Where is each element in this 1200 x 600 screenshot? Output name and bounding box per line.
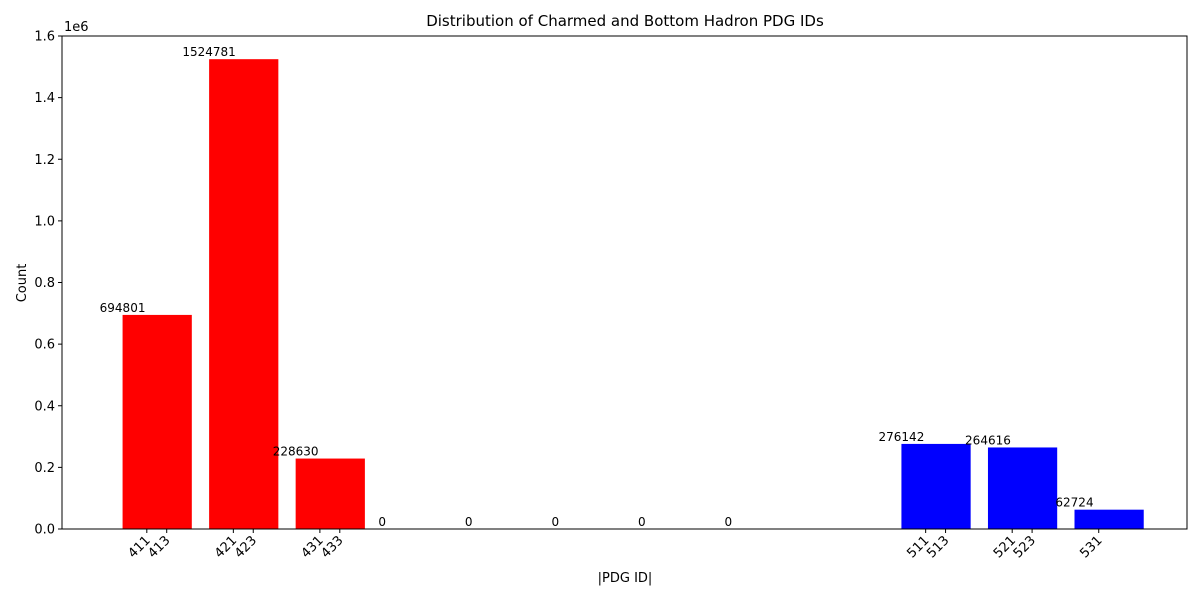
bar xyxy=(901,443,971,529)
bar-value-label: 0 xyxy=(551,515,559,529)
bar xyxy=(122,314,192,529)
bar-value-label: 62724 xyxy=(1055,496,1093,510)
y-tick-label: 1.4 xyxy=(34,91,55,106)
x-tick-label: 423 xyxy=(232,533,260,561)
bar xyxy=(295,458,365,529)
x-tick-label: 531 xyxy=(1077,533,1105,561)
y-axis: 0.0 0.2 0.4 0.6 0.8 1.0 1.2 1.4 1.6 xyxy=(34,30,62,538)
y-tick-label: 0.4 xyxy=(34,399,55,414)
bar xyxy=(987,447,1058,529)
y-tick-label: 0.6 xyxy=(34,338,55,353)
bars-group xyxy=(122,59,1144,530)
bar-value-label: 694801 xyxy=(100,301,146,315)
bar-value-label: 1524781 xyxy=(182,45,235,59)
y-tick-label: 1.2 xyxy=(34,153,55,168)
bar-value-label: 0 xyxy=(725,515,733,529)
y-axis-scale-label: 1e6 xyxy=(64,20,89,35)
bar xyxy=(209,59,279,530)
bar-value-label: 276142 xyxy=(879,430,925,444)
bar-value-label: 264616 xyxy=(965,433,1011,447)
y-tick-label: 0.8 xyxy=(34,276,55,291)
bar-labels-group: 694801 1524781 228630 0 0 0 0 0 276142 264616 6272… xyxy=(100,45,1094,529)
bar-value-label: 0 xyxy=(378,515,386,529)
y-tick-label: 1.0 xyxy=(34,214,55,229)
x-tick-label: 413 xyxy=(145,533,173,561)
bar-value-label: 0 xyxy=(465,515,473,529)
x-tick-label: 433 xyxy=(318,533,346,561)
x-axis-label: |PDG ID| xyxy=(598,571,653,586)
chart-title: Distribution of Charmed and Bottom Hadro… xyxy=(426,12,824,30)
y-axis-label: Count xyxy=(15,264,30,303)
bar-value-label: 0 xyxy=(638,515,646,529)
y-tick-label: 1.6 xyxy=(34,30,55,45)
y-tick-label: 0.2 xyxy=(34,461,55,476)
x-tick-label: 513 xyxy=(924,533,952,561)
bar-value-label: 228630 xyxy=(273,445,319,459)
bar xyxy=(1074,509,1144,529)
y-tick-label: 0.0 xyxy=(34,523,55,538)
x-tick-label: 523 xyxy=(1011,533,1039,561)
